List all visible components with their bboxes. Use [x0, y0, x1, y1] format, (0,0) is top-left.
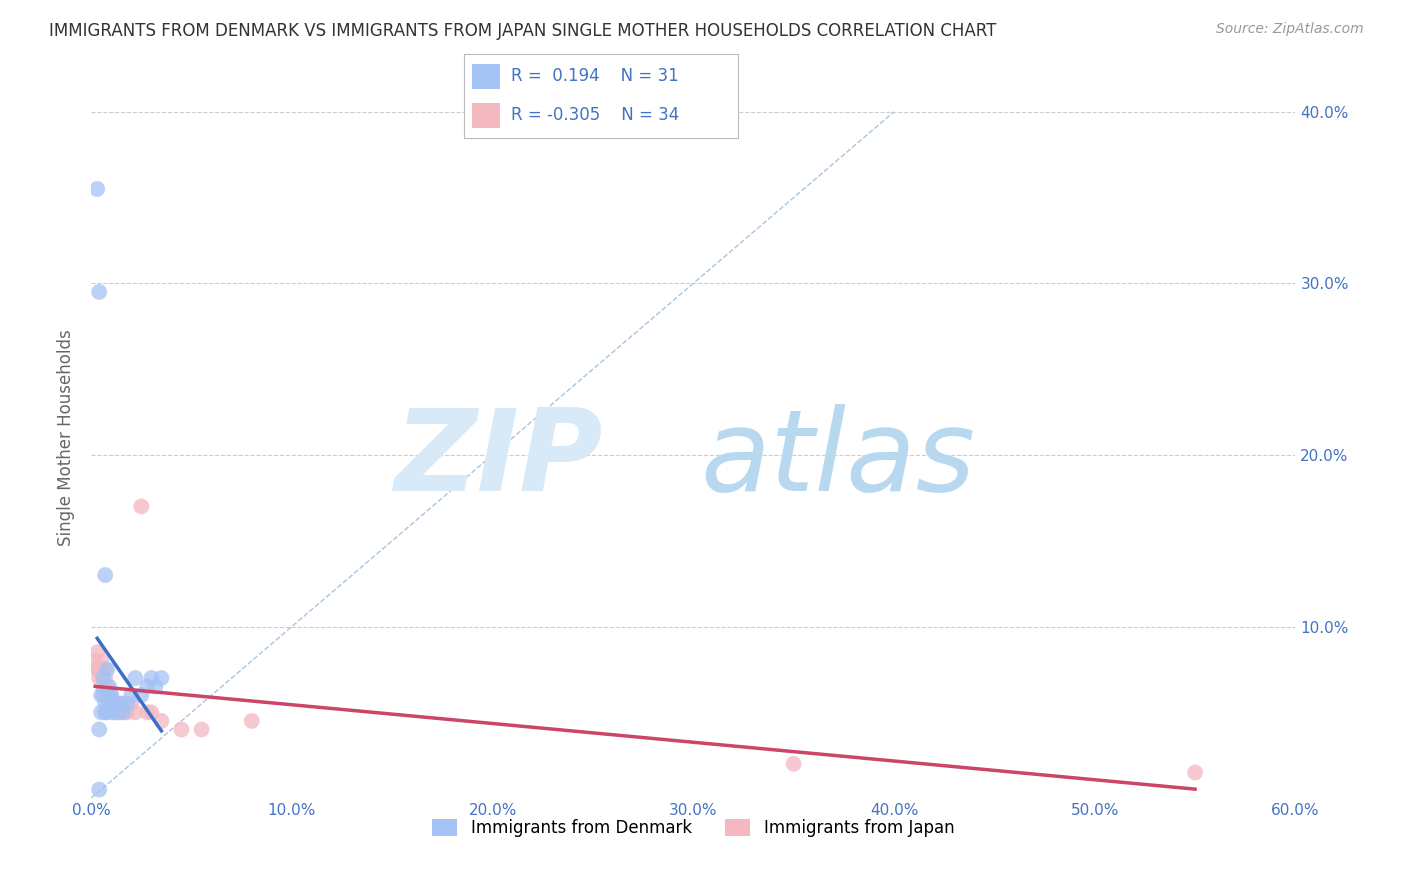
Point	[141, 671, 163, 685]
Point	[170, 723, 193, 737]
Point	[100, 688, 122, 702]
Point	[86, 662, 108, 676]
Point	[98, 680, 121, 694]
Point	[98, 688, 121, 702]
Point	[89, 782, 111, 797]
Point	[96, 662, 118, 676]
Y-axis label: Single Mother Households: Single Mother Households	[58, 329, 75, 546]
Point	[91, 671, 114, 685]
FancyBboxPatch shape	[472, 103, 499, 128]
Point	[90, 662, 112, 676]
Point	[103, 706, 125, 720]
Point	[98, 688, 121, 702]
Point	[94, 671, 117, 685]
Point	[84, 654, 107, 668]
Point	[105, 706, 128, 720]
Point	[94, 568, 117, 582]
Point	[89, 662, 111, 676]
FancyBboxPatch shape	[472, 63, 499, 89]
Point	[131, 688, 153, 702]
Point	[103, 697, 125, 711]
Point	[124, 671, 146, 685]
Point	[112, 706, 135, 720]
Point	[90, 654, 112, 668]
Text: atlas: atlas	[700, 404, 976, 515]
Point	[124, 706, 146, 720]
Point	[86, 182, 108, 196]
Legend: Immigrants from Denmark, Immigrants from Japan: Immigrants from Denmark, Immigrants from…	[426, 813, 960, 844]
Point	[86, 645, 108, 659]
Point	[90, 688, 112, 702]
Point	[104, 697, 127, 711]
Point	[105, 706, 128, 720]
Point	[117, 706, 139, 720]
Point	[91, 671, 114, 685]
Point	[120, 688, 142, 702]
Point	[89, 285, 111, 299]
Point	[94, 706, 117, 720]
Point	[136, 706, 159, 720]
Point	[100, 688, 122, 702]
Point	[100, 697, 122, 711]
Point	[91, 680, 114, 694]
Point	[96, 688, 118, 702]
Point	[117, 697, 139, 711]
Point	[91, 688, 114, 702]
Point	[90, 706, 112, 720]
Point	[131, 500, 153, 514]
Point	[190, 723, 212, 737]
Text: R =  0.194    N = 31: R = 0.194 N = 31	[510, 68, 678, 86]
Point	[240, 714, 263, 728]
Point	[89, 723, 111, 737]
Point	[108, 706, 131, 720]
Point	[104, 697, 127, 711]
Point	[136, 680, 159, 694]
Point	[120, 697, 142, 711]
Point	[98, 697, 121, 711]
Point	[96, 706, 118, 720]
Point	[94, 697, 117, 711]
Point	[94, 662, 117, 676]
Point	[110, 697, 132, 711]
Point	[112, 706, 135, 720]
Point	[150, 714, 173, 728]
Text: IMMIGRANTS FROM DENMARK VS IMMIGRANTS FROM JAPAN SINGLE MOTHER HOUSEHOLDS CORREL: IMMIGRANTS FROM DENMARK VS IMMIGRANTS FR…	[49, 22, 997, 40]
Point	[1184, 765, 1206, 780]
Point	[145, 680, 167, 694]
Point	[141, 706, 163, 720]
Point	[89, 671, 111, 685]
Point	[150, 671, 173, 685]
Point	[782, 756, 804, 771]
Text: Source: ZipAtlas.com: Source: ZipAtlas.com	[1216, 22, 1364, 37]
Point	[96, 680, 118, 694]
Text: ZIP: ZIP	[395, 404, 603, 515]
Point	[110, 697, 132, 711]
Point	[108, 697, 131, 711]
Text: R = -0.305    N = 34: R = -0.305 N = 34	[510, 106, 679, 124]
